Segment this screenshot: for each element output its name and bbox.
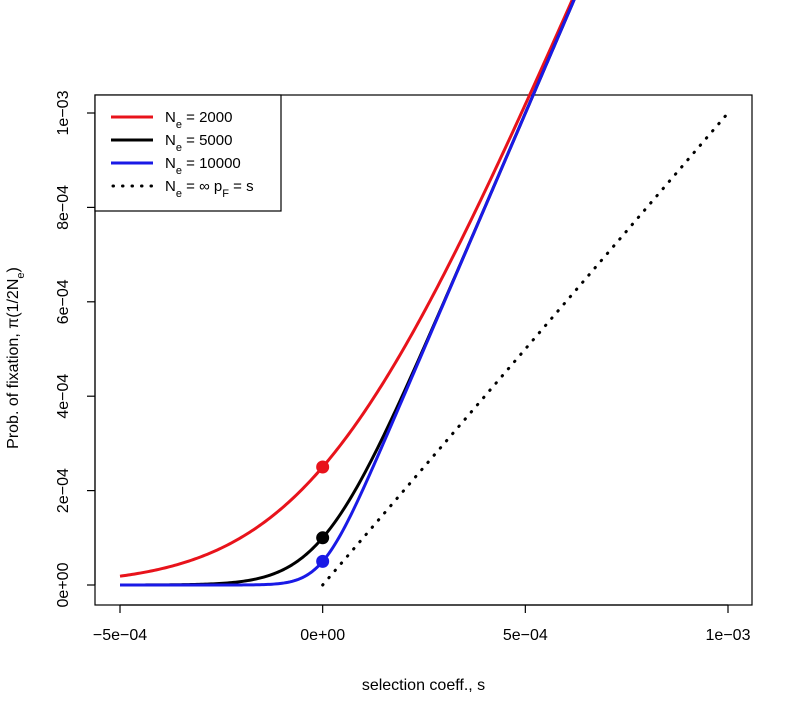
series-line-ne-5000	[120, 0, 576, 587]
neutral-point-ne-5000	[316, 531, 330, 545]
legend-entry: Ne = 2000	[165, 109, 232, 131]
neutral-point-ne-10000	[316, 554, 330, 568]
legend-entry: Ne = ∞ pF = s	[165, 178, 254, 200]
series-line-ne-infinity	[321, 111, 730, 587]
y-tick-label: 2e−04	[55, 468, 72, 513]
series-line-ne-2000	[119, 0, 574, 578]
legend-entry: Ne = 10000	[165, 155, 241, 177]
y-tick-label: 6e−04	[55, 279, 72, 324]
y-axis-label: Prob. of fixation, π(1/2Ne)	[5, 267, 27, 449]
y-axis-label-tail: )	[5, 267, 22, 272]
y-tick-label: 8e−04	[55, 185, 72, 230]
x-tick-label: 1e−03	[706, 627, 751, 644]
y-tick-label: 4e−04	[55, 374, 72, 419]
points-layer	[316, 460, 330, 568]
y-tick-label: 0e+00	[55, 562, 72, 607]
x-tick-label: 5e−04	[503, 627, 548, 644]
x-tick-label: −5e−04	[93, 627, 147, 644]
y-tick-label: 1e−03	[55, 90, 72, 135]
x-axis-label: selection coeff., s	[362, 677, 485, 694]
y-axis-label-main: Prob. of fixation, π(1/2N	[5, 279, 22, 449]
y-axis-label-sub: e	[15, 272, 27, 278]
series-line-ne-10000	[120, 0, 576, 587]
legend-entry: Ne = 5000	[165, 132, 232, 154]
neutral-point-ne-2000	[316, 460, 330, 474]
x-tick-label: 0e+00	[300, 627, 345, 644]
series-layer	[119, 0, 730, 587]
legend-box	[94, 94, 282, 212]
